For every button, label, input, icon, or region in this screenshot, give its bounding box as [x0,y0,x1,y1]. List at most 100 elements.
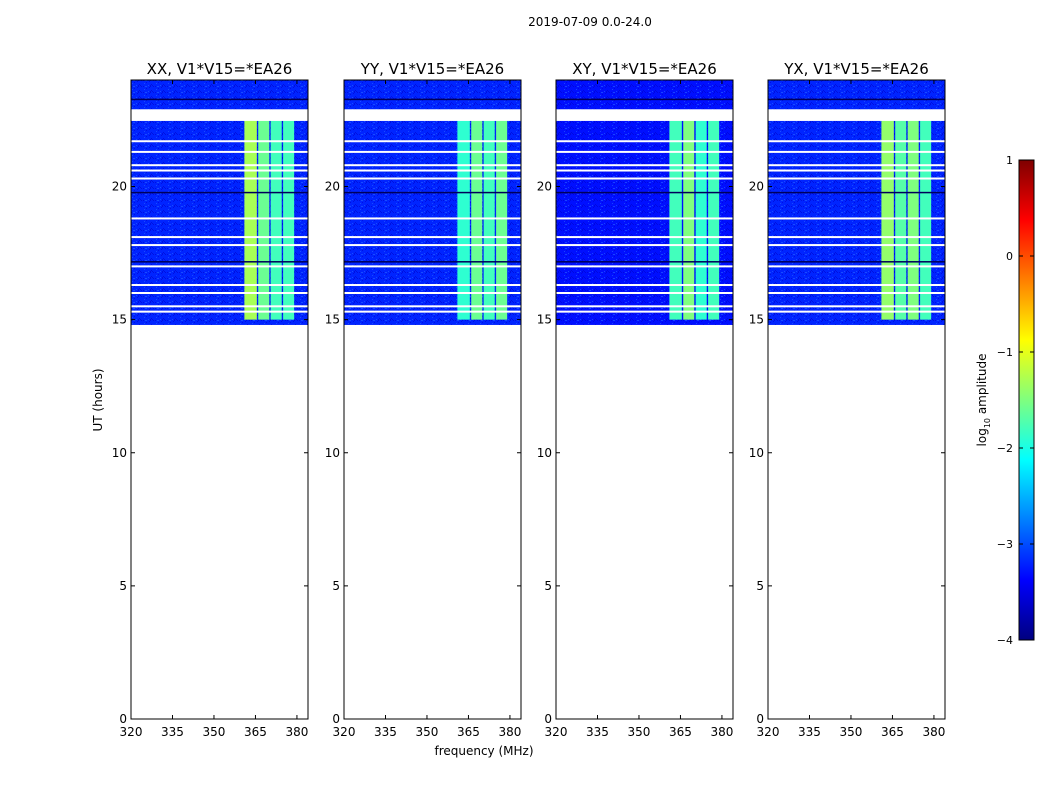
x-tick-label: 320 [545,725,568,739]
flagged-block [131,109,308,120]
flagged-row [556,169,733,172]
x-tick-label: 320 [757,725,780,739]
flagged-row [768,140,945,143]
bright-band-1 [244,119,257,320]
flagged-row [344,177,521,180]
y-axis-label: UT (hours) [91,368,105,431]
y-tick-label: 20 [112,180,127,194]
colorbar-tick-label: −3 [997,538,1013,551]
flagged-row [131,244,308,247]
flagged-block [556,109,733,120]
flagged-row [344,284,521,287]
bright-band-1 [881,119,894,320]
y-tick-label: 15 [112,313,127,327]
flagged-row [344,217,521,220]
x-tick-label: 320 [333,725,356,739]
colorbar-tick-label: −1 [997,346,1013,359]
flagged-row [556,265,733,268]
colorbar-tick-label: −2 [997,442,1013,455]
x-tick-label: 365 [669,725,692,739]
axes-frame [343,79,522,720]
y-tick-label: 20 [749,180,764,194]
x-tick-label: 380 [710,725,733,739]
x-tick-label: 350 [628,725,651,739]
x-tick-label: 350 [416,725,439,739]
colorbar-tick-label: 0 [1006,250,1013,263]
flagged-row [131,310,308,313]
flagged-row [131,217,308,220]
bright-band-2 [258,119,270,320]
flagged-row [556,244,733,247]
flagged-block [344,109,521,120]
dark-row [131,98,308,101]
flagged-row [131,150,308,153]
bright-band-3 [907,119,919,320]
y-tick-label: 20 [537,180,552,194]
colorbar-label-sub: 10 [983,418,992,428]
axes-frame [555,79,734,720]
colorbar-label: log10 amplitude [975,354,992,447]
flagged-row [768,244,945,247]
axes-frame [767,79,946,720]
y-tick-label: 0 [756,712,764,726]
x-axis-label: frequency (MHz) [434,744,533,758]
y-tick-label: 0 [544,712,552,726]
dark-row [344,261,521,263]
y-tick-label: 20 [325,180,340,194]
flagged-row [556,177,733,180]
axes-frame [130,79,309,720]
y-tick-label: 10 [112,446,127,460]
bright-band-4 [283,119,295,320]
flagged-row [768,217,945,220]
dark-row [556,261,733,263]
flagged-row [768,169,945,172]
flagged-row [768,150,945,153]
flagged-row [344,150,521,153]
flagged-row [344,164,521,167]
flagged-row [768,292,945,294]
y-tick-label: 10 [325,446,340,460]
x-tick-label: 380 [285,725,308,739]
y-tick-label: 10 [537,446,552,460]
colorbar-label-prefix: log [975,428,989,446]
panel-4: YX, V1*V15=*EA26 320 335 350 365 380 0 5 10 15 20 [749,60,946,739]
flagged-row [768,236,945,239]
x-tick-label: 350 [840,725,863,739]
x-tick-label: 365 [881,725,904,739]
dark-row [131,191,308,194]
bright-band-3 [695,119,707,320]
bright-band-2 [895,119,907,320]
flagged-row [131,292,308,294]
flagged-row [768,310,945,313]
y-tick-label: 15 [537,313,552,327]
flagged-row [556,292,733,294]
flagged-row [131,177,308,180]
panel-title: YX, V1*V15=*EA26 [783,60,929,78]
flagged-row [131,265,308,268]
bright-band-2 [683,119,695,320]
flagged-row [556,284,733,287]
flagged-row [768,177,945,180]
y-tick-label: 0 [332,712,340,726]
x-tick-label: 380 [922,725,945,739]
flagged-row [344,310,521,313]
panel-title: YY, V1*V15=*EA26 [360,60,504,78]
dark-row [768,261,945,263]
flagged-row [131,169,308,172]
bright-band-3 [270,119,282,320]
flagged-row [556,310,733,313]
flagged-row [131,284,308,287]
x-tick-label: 335 [161,725,184,739]
flagged-row [768,164,945,167]
x-tick-label: 320 [120,725,143,739]
y-tick-label: 5 [756,579,764,593]
x-tick-label: 335 [586,725,609,739]
flagged-row [556,140,733,143]
bright-band-3 [483,119,495,320]
x-tick-label: 335 [798,725,821,739]
y-tick-label: 0 [119,712,127,726]
panel-1: XX, V1*V15=*EA26 320 335 350 365 380 0 5 10 15 20 [112,60,309,739]
dark-row [556,191,733,194]
